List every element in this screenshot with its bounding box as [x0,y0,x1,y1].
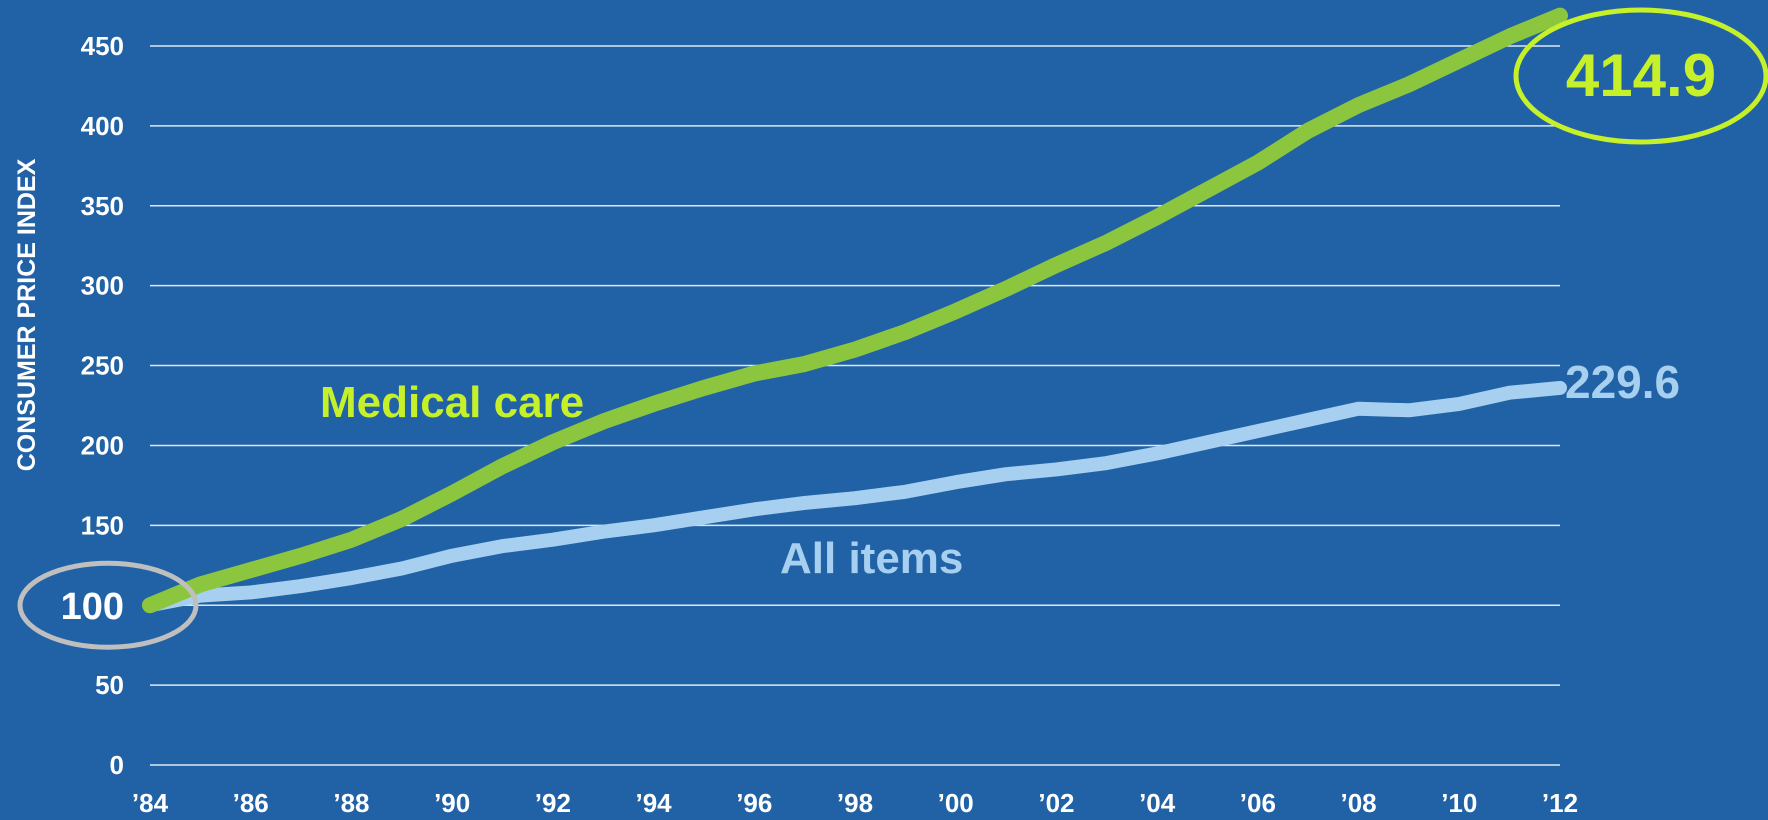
x-tick-label: ’00 [938,788,974,818]
y-tick-label: 0 [110,750,124,780]
y-tick-label: 300 [81,271,124,301]
y-tick-label: 250 [81,351,124,381]
y-axis-label: CONSUMER PRICE INDEX [13,158,41,471]
y-tick-label: 200 [81,430,124,460]
y-tick-label: 50 [95,670,124,700]
highlight-circle-100 [17,560,199,650]
series-label-all-items: All items [780,534,963,583]
series-line-medical-care [142,7,1568,614]
x-tick-label: ’94 [635,788,672,818]
x-tick-label: ’96 [736,788,772,818]
y-tick-label: 400 [81,111,124,141]
highlight-circle-medical-end [1513,7,1768,145]
y-axis-ticks: 0 50 150 200 250 300 350 400 450 [81,31,124,780]
x-axis-ticks: ’84 ’86 ’88 ’90 ’92 ’94 ’96 ’98 ’00 ’02 ’04 ’06 ’08 ’… [132,788,1578,818]
end-value-medical-care: 414.9 [1566,42,1716,109]
x-tick-label: ’84 [132,788,169,818]
y-tick-label-100: 100 [61,586,124,628]
x-tick-label: ’90 [434,788,470,818]
end-value-all-items: 229.6 [1565,356,1680,408]
x-tick-label: ’04 [1139,788,1176,818]
x-tick-label: ’86 [233,788,269,818]
series-line-all-items [143,380,1567,613]
x-tick-label: ’88 [333,788,369,818]
x-tick-label: ’10 [1441,788,1477,818]
x-tick-label: ’92 [535,788,571,818]
x-tick-label: ’08 [1340,788,1376,818]
annotations: 100 414.9 229.6 [17,7,1768,650]
y-tick-label: 150 [81,510,124,540]
x-tick-label: ’02 [1038,788,1074,818]
series-lines [142,7,1568,614]
x-tick-label: ’12 [1542,788,1578,818]
y-tick-label: 350 [81,191,124,221]
series-label-medical-care: Medical care [320,378,584,427]
x-tick-label: ’06 [1240,788,1276,818]
x-tick-label: ’98 [837,788,873,818]
y-tick-label: 450 [81,31,124,61]
